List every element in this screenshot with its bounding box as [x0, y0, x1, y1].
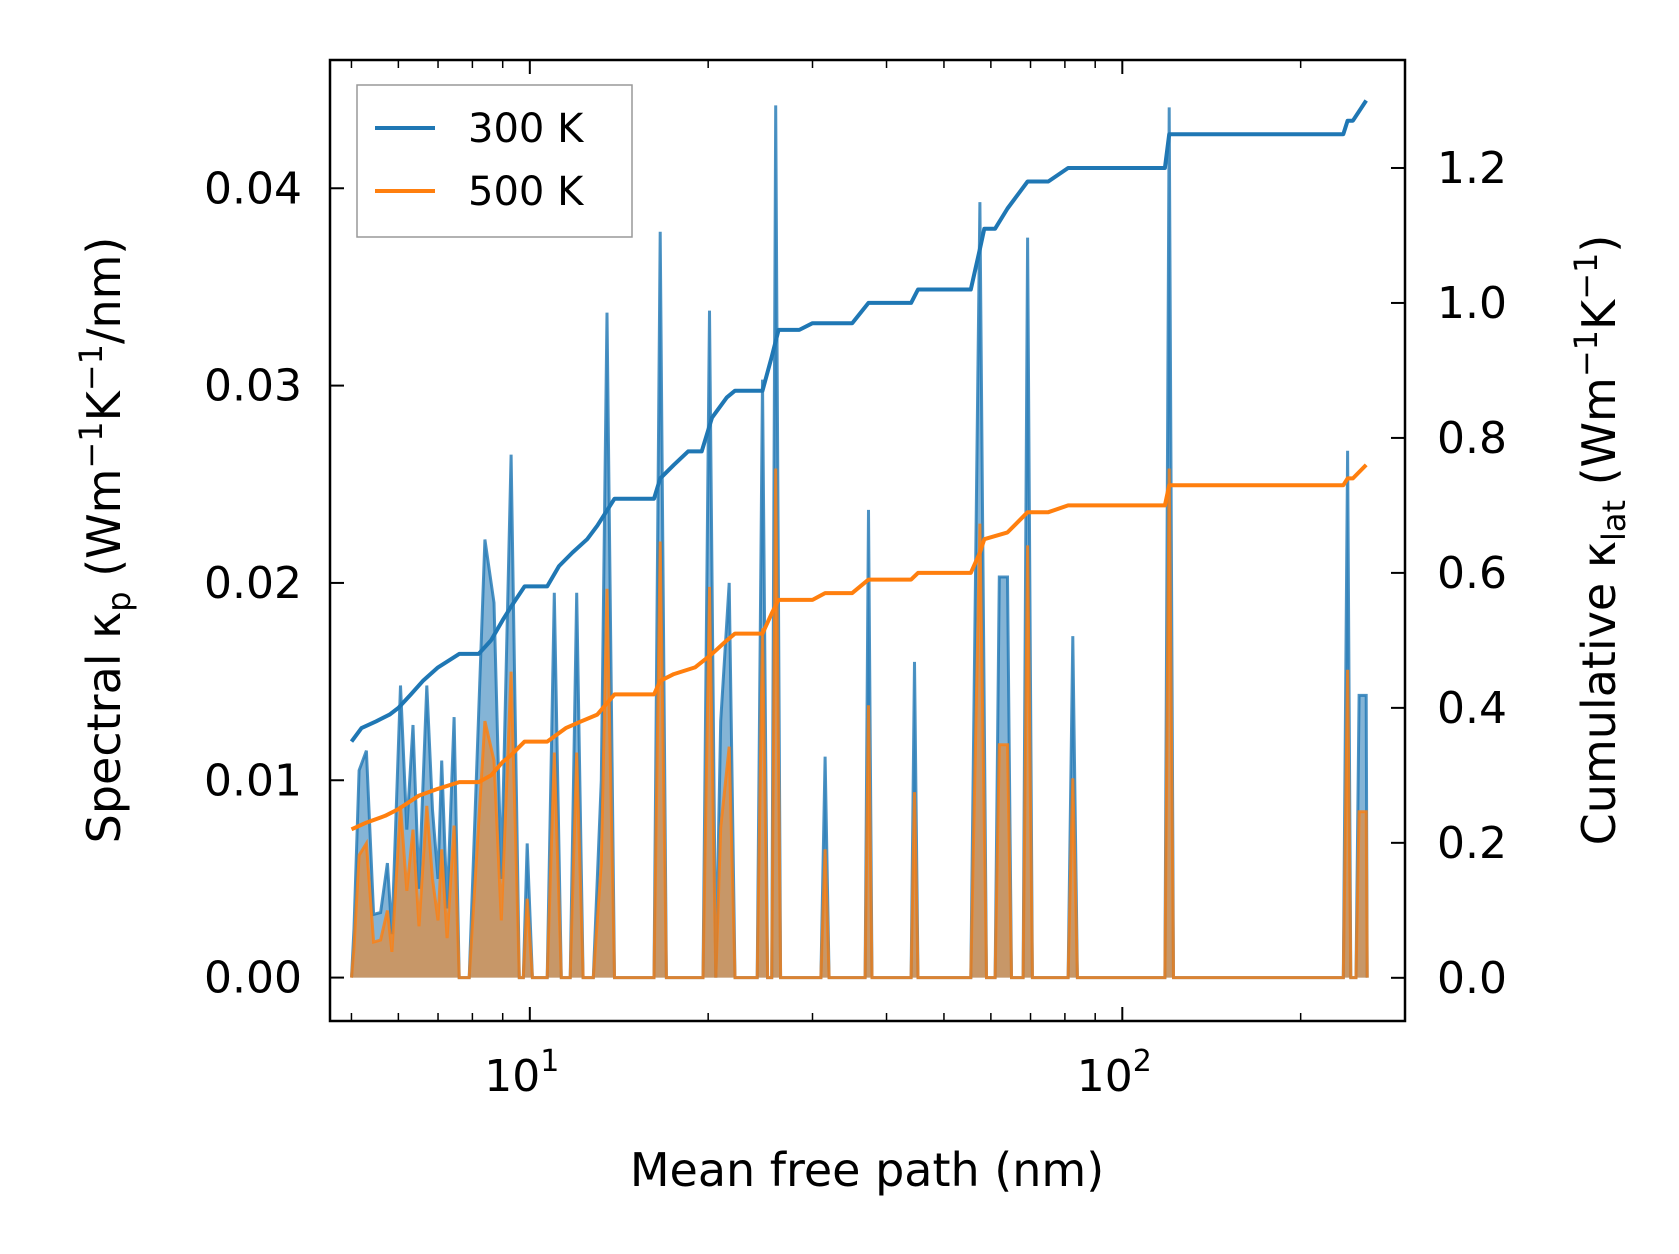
legend-label-500k: 500 K: [468, 169, 585, 215]
y-right-label-tail: ): [1572, 235, 1626, 253]
spectral-line-300-k: [350, 105, 1369, 980]
axes-layer: 101 1020.000.010.020.030.040.00.20.40.60.…: [204, 58, 1507, 1102]
legend-frame: [356, 84, 633, 238]
legend-label-300k: 300 K: [468, 106, 585, 152]
spectral-line-500-k: [350, 468, 1369, 980]
y-right-label-mid: K: [1572, 298, 1626, 330]
y-right-label-main: Cumulative κ: [1572, 541, 1626, 845]
y-left-label-main: Spectral κ: [77, 612, 131, 844]
x-axis-label: Mean free path (nm): [630, 1143, 1104, 1197]
x-tick-base: 10: [1077, 1051, 1133, 1102]
y-right-tick-label: 1.0: [1437, 278, 1507, 329]
y-left-tick-label: 0.04: [204, 163, 302, 214]
y-left-tick-label: 0.02: [204, 558, 302, 609]
legend: 300 K 500 K: [356, 84, 633, 238]
y-left-label-open: (Wm: [77, 469, 131, 592]
y-right-tick-label: 1.2: [1437, 143, 1507, 194]
cumulative-line-500-k: [350, 463, 1368, 832]
y-left-tick-label: 0.00: [204, 953, 302, 1004]
x-tick-exponent: 1: [540, 1044, 559, 1079]
y-axis-right-label: Cumulative κlat (Wm−1K−1): [1567, 235, 1633, 846]
x-tick-exponent: 2: [1133, 1044, 1152, 1079]
y-right-tick-label: 0.0: [1437, 953, 1507, 1004]
y-right-label-sub: lat: [1595, 500, 1633, 541]
y-right-tick-label: 0.8: [1437, 413, 1507, 464]
y-right-tick-label: 0.4: [1437, 683, 1507, 734]
cumulative-line-300-k: [349, 99, 1368, 743]
y-right-label-sup1: −1: [1567, 330, 1605, 377]
x-tick-label: 102: [1077, 1044, 1152, 1102]
spectral-area-500-k: [351, 468, 1368, 978]
x-tick-label: 101: [484, 1044, 559, 1102]
plot-frame: [328, 58, 1407, 1023]
y-left-label-tail: /nm): [77, 237, 131, 344]
x-tick-base: 10: [484, 1051, 540, 1102]
y-left-label-sub: p: [100, 591, 138, 611]
y-axis-left-label: Spectral κp (Wm−1K−1/nm): [72, 237, 138, 844]
y-right-label-open: (Wm: [1572, 377, 1626, 500]
y-left-label-mid: K: [77, 389, 131, 421]
y-left-label-sup2: −1: [72, 344, 110, 391]
y-right-tick-label: 0.2: [1437, 818, 1507, 869]
y-right-tick-label: 0.6: [1437, 548, 1507, 599]
y-left-tick-label: 0.03: [204, 361, 302, 412]
y-right-label-sup2: −1: [1567, 253, 1605, 300]
y-left-tick-label: 0.01: [204, 755, 302, 806]
y-left-label-sup1: −1: [72, 421, 110, 468]
plot-area: [349, 99, 1369, 980]
